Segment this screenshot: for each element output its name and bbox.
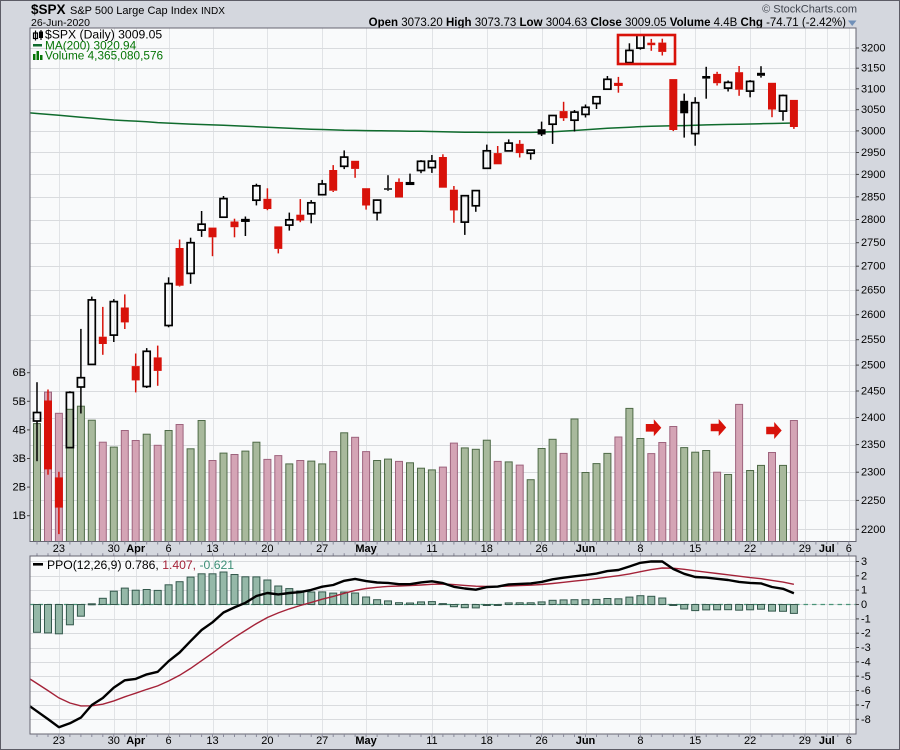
svg-text:2250: 2250	[861, 495, 885, 507]
svg-text:-4: -4	[861, 656, 871, 668]
svg-text:2350: 2350	[861, 439, 885, 451]
svg-text:27: 27	[316, 543, 328, 555]
svg-text:26-Jun-2020: 26-Jun-2020	[31, 17, 90, 29]
svg-text:30: 30	[108, 735, 120, 747]
svg-text:2550: 2550	[861, 334, 885, 346]
svg-text:2800: 2800	[861, 214, 885, 226]
svg-text:3100: 3100	[861, 83, 885, 95]
svg-text:27: 27	[316, 735, 328, 747]
svg-text:Apr: Apr	[126, 735, 146, 747]
svg-text:6B: 6B	[13, 367, 26, 379]
svg-text:1B: 1B	[13, 510, 26, 522]
svg-text:3050: 3050	[861, 104, 885, 116]
svg-text:6: 6	[846, 543, 852, 555]
svg-text:$SPX: $SPX	[31, 2, 66, 17]
svg-text:-5: -5	[861, 671, 871, 683]
svg-text:May: May	[355, 543, 377, 555]
svg-text:5B: 5B	[13, 396, 26, 408]
svg-text:2B: 2B	[13, 482, 26, 494]
svg-text:Jun: Jun	[576, 543, 596, 555]
svg-text:-1: -1	[861, 613, 871, 625]
svg-text:2700: 2700	[861, 261, 885, 273]
svg-text:INDX: INDX	[201, 6, 225, 17]
svg-text:Jul: Jul	[819, 735, 835, 747]
svg-text:6: 6	[846, 735, 852, 747]
svg-text:2500: 2500	[861, 360, 885, 372]
svg-text:15: 15	[689, 543, 701, 555]
svg-text:-8: -8	[861, 714, 871, 726]
svg-text:May: May	[355, 735, 377, 747]
svg-text:8: 8	[637, 543, 643, 555]
svg-text:29: 29	[799, 735, 811, 747]
svg-text:20: 20	[261, 543, 273, 555]
svg-text:2600: 2600	[861, 309, 885, 321]
svg-text:2850: 2850	[861, 191, 885, 203]
svg-text:11: 11	[426, 735, 437, 747]
svg-text:Open 3073.20 High 3073.73 Low: Open 3073.20 High 3073.73 Low 3004.63 Cl…	[369, 17, 847, 29]
svg-text:S&P 500 Large Cap Index: S&P 500 Large Cap Index	[70, 5, 198, 17]
svg-text:Jul: Jul	[819, 543, 835, 555]
svg-text:18: 18	[481, 543, 493, 555]
svg-text:-2: -2	[861, 628, 871, 640]
svg-text:3000: 3000	[861, 125, 885, 137]
svg-text:PPO(12,26,9) 0.786, 1.407, -0.: PPO(12,26,9) 0.786, 1.407, -0.621	[47, 558, 234, 572]
svg-text:-7: -7	[861, 700, 871, 712]
svg-text:3150: 3150	[861, 63, 885, 75]
svg-text:3B: 3B	[13, 453, 26, 465]
svg-text:3: 3	[861, 556, 867, 568]
svg-text:2: 2	[861, 570, 867, 582]
svg-text:Volume 4,365,080,576: Volume 4,365,080,576	[45, 49, 164, 63]
svg-text:0: 0	[861, 599, 867, 611]
svg-text:2200: 2200	[861, 524, 885, 536]
svg-text:26: 26	[535, 735, 547, 747]
svg-text:18: 18	[481, 735, 493, 747]
svg-text:1: 1	[861, 585, 867, 597]
svg-text:23: 23	[53, 735, 65, 747]
svg-text:MA(200) 3020.94: MA(200) 3020.94	[45, 38, 137, 52]
svg-text:2300: 2300	[861, 467, 885, 479]
svg-text:26: 26	[535, 543, 547, 555]
svg-text:© StockCharts.com: © StockCharts.com	[762, 4, 857, 16]
svg-text:-6: -6	[861, 685, 871, 697]
svg-text:22: 22	[744, 543, 756, 555]
svg-text:20: 20	[261, 735, 273, 747]
svg-text:Apr: Apr	[126, 543, 146, 555]
svg-text:$SPX (Daily) 3009.05: $SPX (Daily) 3009.05	[45, 28, 162, 42]
svg-text:2450: 2450	[861, 386, 885, 398]
svg-text:30: 30	[108, 543, 120, 555]
svg-text:22: 22	[744, 735, 756, 747]
svg-text:13: 13	[206, 735, 218, 747]
svg-text:2650: 2650	[861, 285, 885, 297]
svg-text:6: 6	[166, 543, 172, 555]
svg-text:13: 13	[206, 543, 218, 555]
svg-text:-3: -3	[861, 642, 871, 654]
svg-text:23: 23	[53, 543, 65, 555]
svg-text:4B: 4B	[13, 424, 26, 436]
svg-text:6: 6	[166, 735, 172, 747]
svg-text:2750: 2750	[861, 237, 885, 249]
svg-text:8: 8	[637, 735, 643, 747]
svg-text:2900: 2900	[861, 169, 885, 181]
svg-text:3200: 3200	[861, 43, 885, 55]
svg-text:29: 29	[799, 543, 811, 555]
svg-text:15: 15	[689, 735, 701, 747]
svg-text:11: 11	[426, 543, 437, 555]
svg-text:Jun: Jun	[576, 735, 596, 747]
svg-text:2950: 2950	[861, 147, 885, 159]
svg-text:2400: 2400	[861, 412, 885, 424]
